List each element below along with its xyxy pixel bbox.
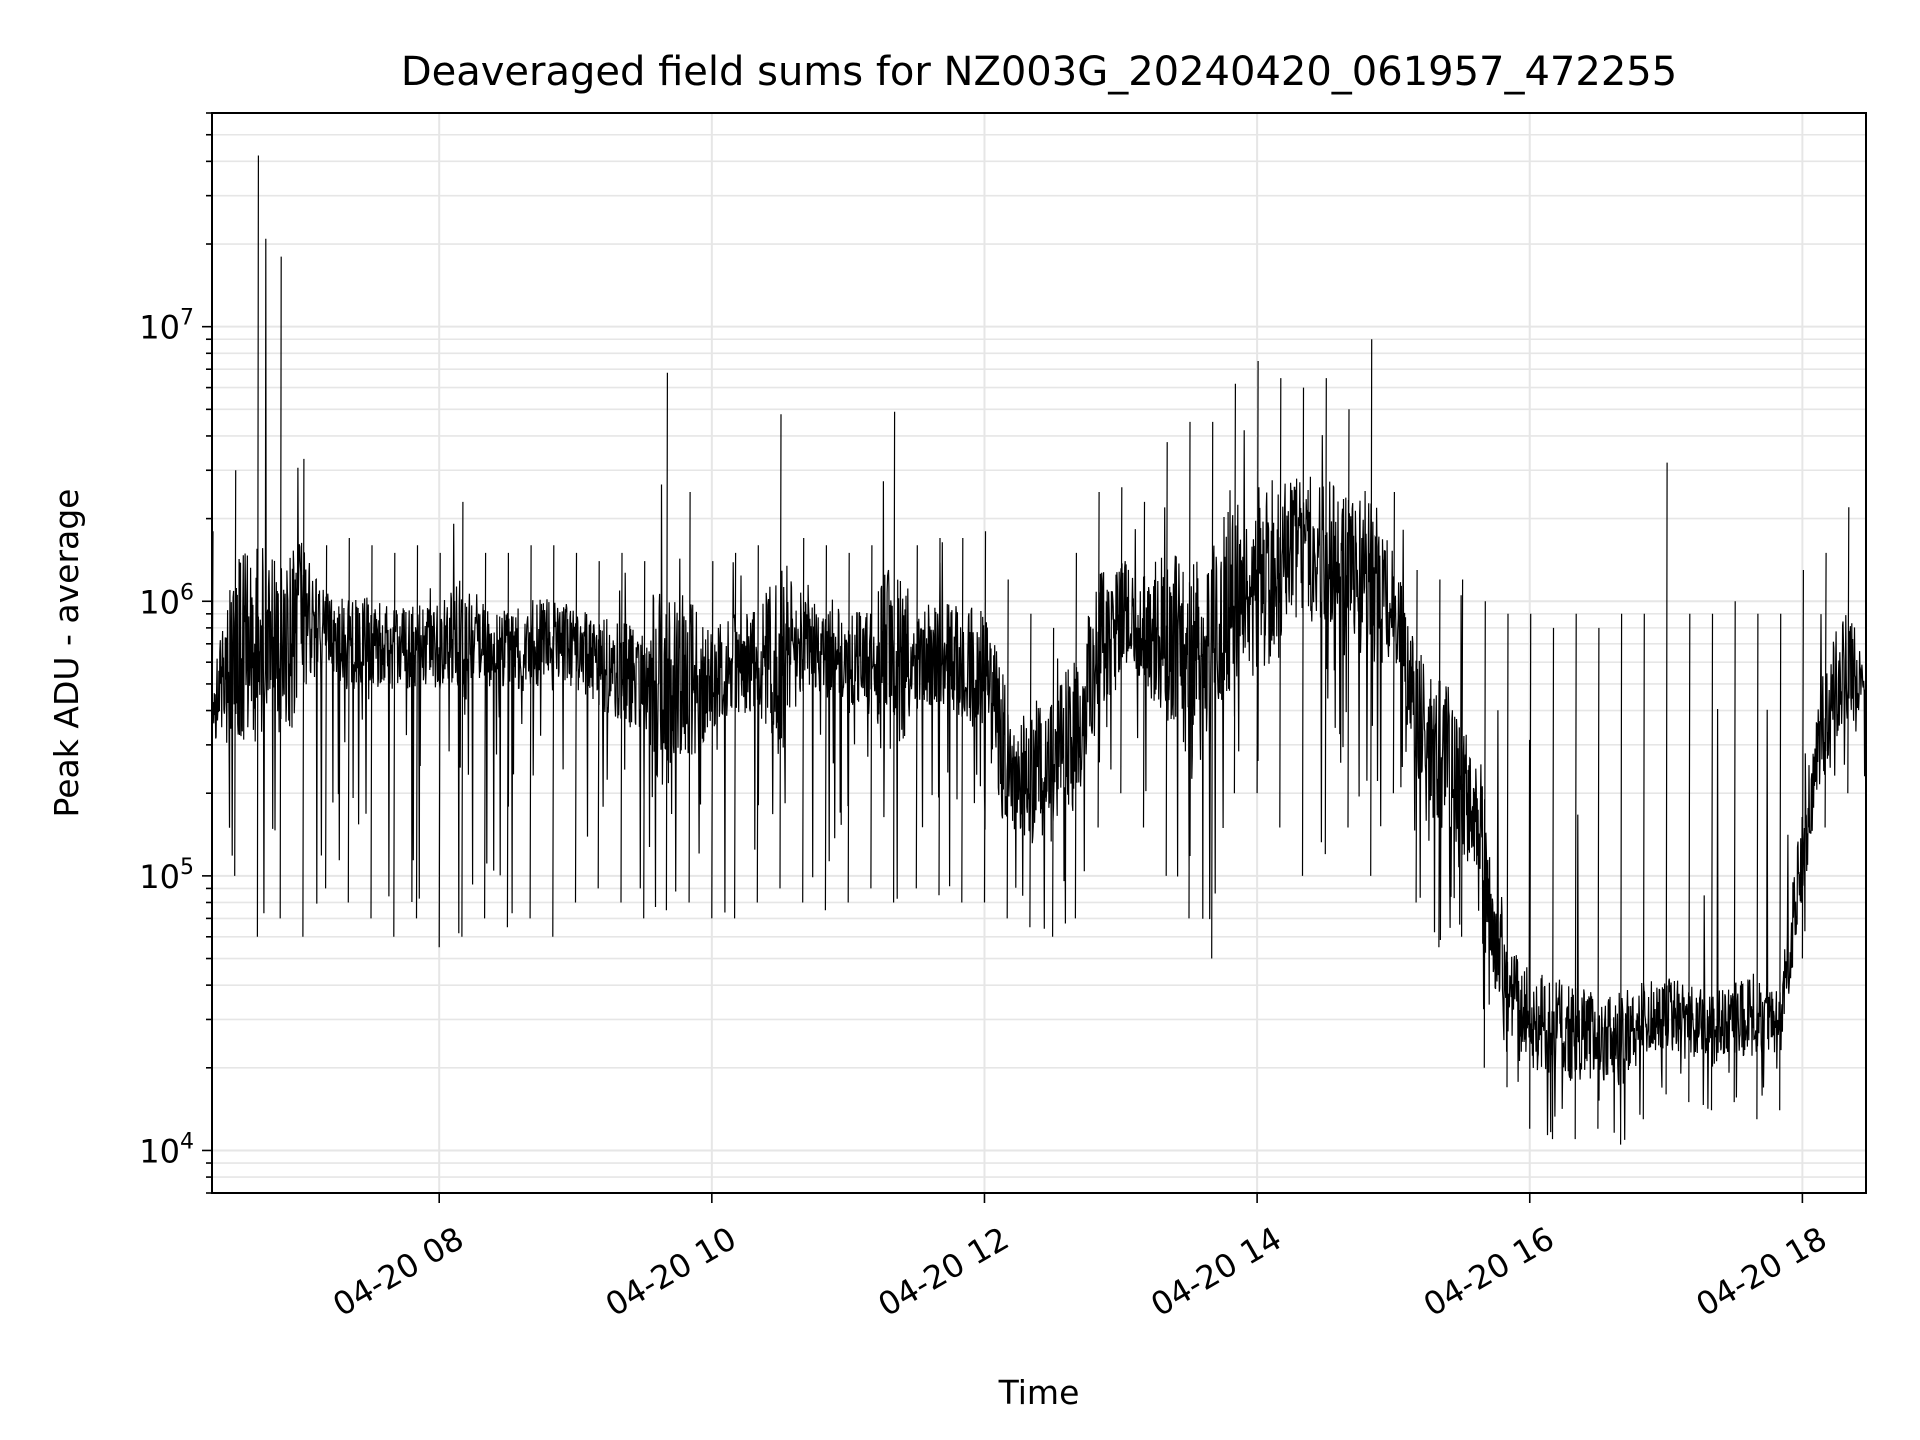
- y-axis-ticks: 104 105 106 107: [139, 112, 212, 1194]
- y-tick-label: 106: [139, 580, 194, 621]
- y-tick-label: 107: [139, 306, 194, 347]
- y-tick-label: 104: [139, 1129, 194, 1170]
- x-axis-label: Time: [998, 1373, 1080, 1412]
- plot-line-layer: [212, 155, 1866, 1145]
- plot-frame: [211, 112, 1867, 1194]
- y-tick-label: 105: [139, 855, 194, 896]
- y-axis-label: Peak ADU - average: [47, 489, 86, 818]
- series-line: [212, 155, 1866, 1145]
- chart-title: Deaveraged field sums for NZ003G_2024042…: [401, 49, 1677, 95]
